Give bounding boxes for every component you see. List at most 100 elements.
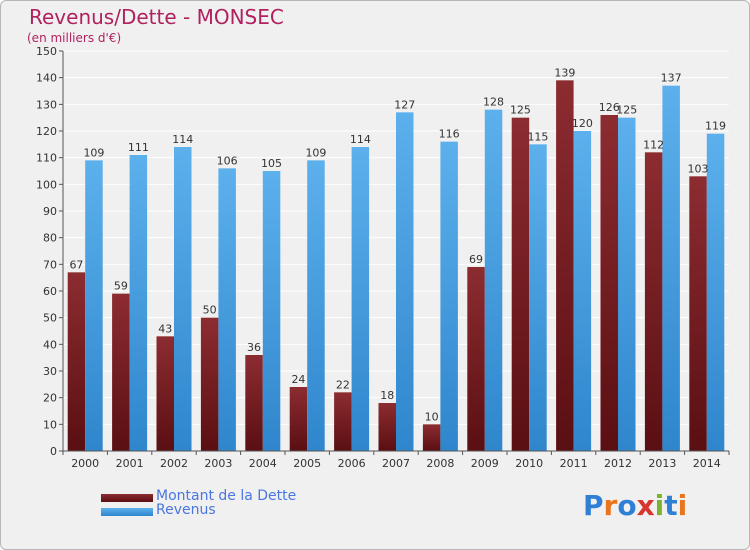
proxiti-logo: Proxiti: [583, 489, 687, 522]
bar-debt: [289, 387, 308, 451]
y-tick-label: 10: [43, 418, 57, 431]
y-tick-label: 140: [36, 72, 57, 85]
x-tick-label: 2009: [471, 457, 499, 470]
legend-label-revenue: Revenus: [156, 502, 216, 518]
y-tick-label: 130: [36, 98, 57, 111]
data-label-debt: 24: [291, 373, 305, 386]
data-label-debt: 69: [469, 253, 483, 266]
bar-revenue: [129, 155, 148, 451]
x-tick-label: 2001: [116, 457, 144, 470]
data-label-revenue: 114: [350, 133, 371, 146]
data-label-revenue: 120: [572, 117, 593, 130]
bar-debt: [556, 80, 574, 451]
bar-debt: [112, 293, 130, 451]
x-tick-label: 2006: [338, 457, 366, 470]
bar-revenue: [218, 168, 236, 452]
data-label-revenue: 106: [217, 154, 238, 167]
logo-letter: o: [617, 489, 637, 522]
logo-letter: i: [654, 489, 665, 522]
bar-revenue: [262, 171, 281, 451]
y-tick-label: 80: [43, 232, 57, 245]
data-label-revenue: 119: [705, 120, 726, 133]
x-tick-label: 2014: [693, 457, 721, 470]
x-tick-label: 2002: [160, 457, 188, 470]
chart-subtitle: (en milliers d'€): [27, 31, 122, 45]
data-label-revenue: 115: [527, 130, 548, 143]
x-tick-label: 2013: [648, 457, 676, 470]
data-label-debt: 112: [643, 138, 664, 151]
data-labels: 67 109 59 111 43 114 50 106 36 105 24 109 22 114 18 127…: [69, 66, 726, 423]
data-label-debt: 59: [114, 280, 128, 293]
bar-revenue: [529, 144, 547, 452]
legend-label-debt: Montant de la Dette: [156, 488, 297, 504]
bar-revenue: [307, 160, 325, 452]
logo-letter: x: [636, 489, 655, 522]
bar-debt: [245, 355, 263, 451]
y-tick-label: 70: [43, 258, 57, 271]
y-tick-label: 110: [36, 152, 57, 165]
bar-revenue: [396, 112, 414, 451]
x-tick-label: 2005: [293, 457, 321, 470]
legend-swatch-revenue: [101, 508, 153, 516]
data-label-revenue: 125: [616, 104, 637, 117]
y-axis: 0 10 20 30 40 50 60 70 80 90 100 110 120 130 140 150: [36, 45, 64, 458]
legend-swatch-debt: [101, 494, 153, 502]
bar-debt: [200, 317, 219, 451]
bars: [67, 80, 725, 452]
bar-revenue: [706, 133, 725, 451]
y-tick-label: 20: [43, 392, 57, 405]
data-label-debt: 125: [510, 104, 531, 117]
bar-revenue: [351, 147, 370, 451]
y-tick-label: 120: [36, 125, 57, 138]
data-label-debt: 50: [203, 304, 217, 317]
x-tick-label: 2011: [560, 457, 588, 470]
data-label-revenue: 114: [172, 133, 193, 146]
bar-revenue: [484, 109, 503, 452]
bar-debt: [334, 392, 352, 451]
x-tick-label: 2007: [382, 457, 410, 470]
data-label-debt: 139: [554, 66, 575, 79]
data-label-revenue: 109: [83, 146, 104, 159]
data-label-debt: 103: [688, 162, 709, 175]
bar-debt: [378, 403, 396, 451]
data-label-debt: 43: [158, 322, 172, 335]
bar-debt: [67, 272, 86, 451]
y-tick-label: 0: [50, 445, 57, 458]
bar-revenue: [440, 141, 458, 451]
bar-debt: [600, 115, 618, 451]
data-label-debt: 22: [336, 378, 350, 391]
data-label-revenue: 105: [261, 157, 282, 170]
x-tick-label: 2008: [426, 457, 454, 470]
data-label-debt: 126: [599, 101, 620, 114]
x-tick-label: 2012: [604, 457, 632, 470]
x-tick-label: 2004: [249, 457, 277, 470]
bar-debt: [689, 176, 707, 452]
bar-revenue: [174, 147, 192, 451]
logo-letter: P: [583, 489, 604, 522]
y-tick-label: 90: [43, 205, 57, 218]
bar-debt: [422, 424, 441, 451]
data-label-revenue: 127: [394, 98, 415, 111]
data-label-debt: 18: [380, 389, 394, 402]
data-label-revenue: 111: [128, 141, 149, 154]
chart-title: Revenus/Dette - MONSEC: [29, 5, 284, 29]
y-tick-label: 100: [36, 178, 57, 191]
x-axis: 2000 2001 2002 2003 2004 2005 2006 2007 2008 2009…: [62, 450, 730, 470]
data-label-revenue: 128: [483, 96, 504, 109]
logo-letter: t: [664, 489, 678, 522]
data-label-revenue: 137: [661, 72, 682, 85]
y-tick-label: 30: [43, 365, 57, 378]
bar-revenue: [85, 160, 103, 452]
logo-letter: r: [603, 489, 618, 522]
bar-debt: [467, 267, 485, 451]
x-tick-label: 2010: [515, 457, 543, 470]
bar-debt: [644, 152, 663, 452]
y-tick-label: 60: [43, 285, 57, 298]
data-label-revenue: 116: [439, 128, 460, 141]
data-label-debt: 67: [69, 258, 83, 271]
data-label-debt: 36: [247, 341, 261, 354]
x-tick-label: 2003: [204, 457, 232, 470]
bar-debt: [156, 336, 174, 451]
